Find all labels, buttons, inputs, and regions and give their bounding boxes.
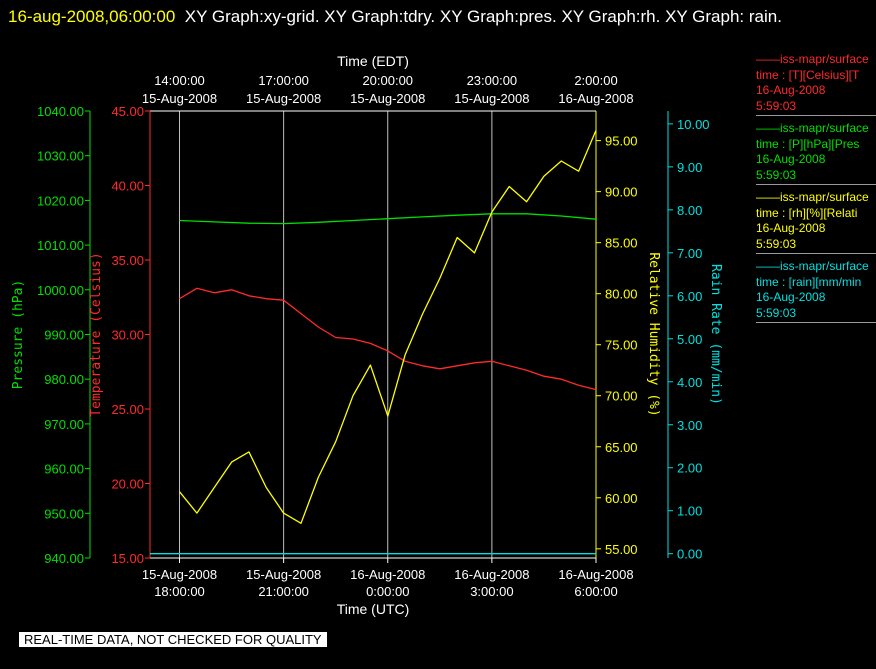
legend-time: 5:59:03	[756, 167, 797, 182]
rain-tick-label: 2.00	[677, 461, 702, 476]
temperature-series-line	[179, 287, 597, 391]
pressure-tick-label: 950.00	[44, 506, 84, 521]
humidity-tick-label: 80.00	[605, 287, 638, 302]
legend-date: 16-Aug-2008	[756, 83, 826, 97]
humidity-series-line	[178, 130, 597, 524]
legend-source: ——iss-mapr/surface	[756, 190, 869, 204]
rain-tick-label: 5.00	[677, 332, 702, 347]
quality-warning: REAL-TIME DATA, NOT CHECKED FOR QUALITY	[19, 632, 327, 647]
legend-variable: time : [P][hPa][Pres	[756, 136, 860, 151]
bottom-axis-label: Time (UTC)	[337, 601, 410, 617]
top-tick-date: 15-Aug-2008	[350, 91, 425, 106]
temperature-axis-label: Temperature (Celsius)	[89, 252, 104, 416]
rain-tick-label: 3.00	[677, 418, 702, 433]
temperature-tick-label: 40.00	[111, 179, 144, 194]
bottom-tick-date: 16-Aug-2008	[454, 567, 529, 582]
bottom-tick-time: 18:00:00	[154, 584, 205, 599]
rain-tick-label: 7.00	[677, 246, 702, 261]
pressure-axis-label: Pressure (hPa)	[11, 280, 26, 390]
top-tick-date: 16-Aug-2008	[558, 91, 633, 106]
pressure-tick-label: 1000.00	[37, 283, 84, 298]
legend-entry: ——iss-mapr/surface time : [rh][%][Relati 1…	[756, 190, 876, 254]
humidity-tick-label: 85.00	[605, 236, 638, 251]
legend: ——iss-mapr/surface time : [T][Celsius][T 1…	[756, 52, 876, 328]
top-tick-time: 14:00:00	[154, 73, 205, 88]
bottom-tick-time: 6:00:00	[574, 584, 617, 599]
humidity-tick-label: 75.00	[605, 338, 638, 353]
bottom-tick-time: 3:00:00	[470, 584, 513, 599]
bottom-tick-time: 21:00:00	[258, 584, 309, 599]
bottom-tick-date: 15-Aug-2008	[142, 567, 217, 582]
humidity-tick-label: 65.00	[605, 440, 638, 455]
temperature-tick-label: 25.00	[111, 402, 144, 417]
pressure-tick-label: 970.00	[44, 417, 84, 432]
bottom-tick-date: 16-Aug-2008	[558, 567, 633, 582]
legend-entry: ——iss-mapr/surface time : [P][hPa][Pres 16…	[756, 121, 876, 185]
pressure-tick-label: 1010.00	[37, 238, 84, 253]
legend-entry: ——iss-mapr/surface time : [T][Celsius][T 1…	[756, 52, 876, 116]
humidity-tick-label: 70.00	[605, 389, 638, 404]
legend-date: 16-Aug-2008	[756, 152, 826, 166]
title-timestamp: 16-aug-2008,06:00:00	[8, 7, 176, 26]
pressure-tick-label: 1020.00	[37, 193, 84, 208]
humidity-tick-label: 55.00	[605, 542, 638, 557]
bottom-tick-time: 0:00:00	[366, 584, 409, 599]
graph-title: 16-aug-2008,06:00:00 XY Graph:xy-grid. X…	[8, 2, 868, 32]
legend-variable: time : [rh][%][Relati	[756, 205, 858, 220]
rain-tick-label: 10.00	[677, 117, 710, 132]
temperature-tick-label: 35.00	[111, 253, 144, 268]
rain-tick-label: 6.00	[677, 289, 702, 304]
legend-source: ——iss-mapr/surface	[756, 121, 869, 135]
rain-tick-label: 8.00	[677, 203, 702, 218]
top-tick-time: 2:00:00	[574, 73, 617, 88]
humidity-tick-label: 90.00	[605, 185, 638, 200]
legend-source: ——iss-mapr/surface	[756, 52, 869, 66]
legend-source: ——iss-mapr/surface	[756, 259, 869, 273]
bottom-tick-date: 16-Aug-2008	[350, 567, 425, 582]
top-axis-label: Time (EDT)	[337, 53, 409, 69]
top-tick-time: 23:00:00	[467, 73, 518, 88]
pressure-tick-label: 990.00	[44, 328, 84, 343]
top-tick-time: 17:00:00	[258, 73, 309, 88]
pressure-series-line	[179, 213, 597, 225]
legend-date: 16-Aug-2008	[756, 221, 826, 235]
title-text: XY Graph:xy-grid. XY Graph:tdry. XY Grap…	[184, 7, 782, 26]
top-tick-date: 15-Aug-2008	[454, 91, 529, 106]
legend-date: 16-Aug-2008	[756, 290, 826, 304]
humidity-tick-label: 95.00	[605, 134, 638, 149]
rain-tick-label: 4.00	[677, 375, 702, 390]
legend-variable: time : [T][Celsius][T	[756, 67, 860, 82]
pressure-tick-label: 940.00	[44, 551, 84, 566]
pressure-tick-label: 960.00	[44, 462, 84, 477]
rain-tick-label: 0.00	[677, 547, 702, 562]
temperature-tick-label: 45.00	[111, 104, 144, 119]
legend-time: 5:59:03	[756, 98, 797, 113]
rain-tick-label: 1.00	[677, 504, 702, 519]
legend-time: 5:59:03	[756, 305, 797, 320]
top-tick-date: 15-Aug-2008	[246, 91, 321, 106]
humidity-axis-label: Relative Humidity (%)	[646, 252, 661, 416]
rain-axis-label: Rain Rate (mm/min)	[708, 264, 723, 405]
temperature-tick-label: 15.00	[111, 551, 144, 566]
pressure-tick-label: 980.00	[44, 372, 84, 387]
humidity-tick-label: 60.00	[605, 491, 638, 506]
rain-tick-label: 9.00	[677, 160, 702, 175]
temperature-tick-label: 30.00	[111, 328, 144, 343]
legend-time: 5:59:03	[756, 236, 797, 251]
pressure-tick-label: 1030.00	[37, 149, 84, 164]
pressure-tick-label: 1040.00	[37, 104, 84, 119]
top-tick-date: 15-Aug-2008	[142, 91, 217, 106]
legend-entry: ——iss-mapr/surface time : [rain][mm/min 16…	[756, 259, 876, 323]
legend-variable: time : [rain][mm/min	[756, 274, 862, 289]
temperature-tick-label: 20.00	[111, 477, 144, 492]
bottom-tick-date: 15-Aug-2008	[246, 567, 321, 582]
top-tick-time: 20:00:00	[362, 73, 413, 88]
